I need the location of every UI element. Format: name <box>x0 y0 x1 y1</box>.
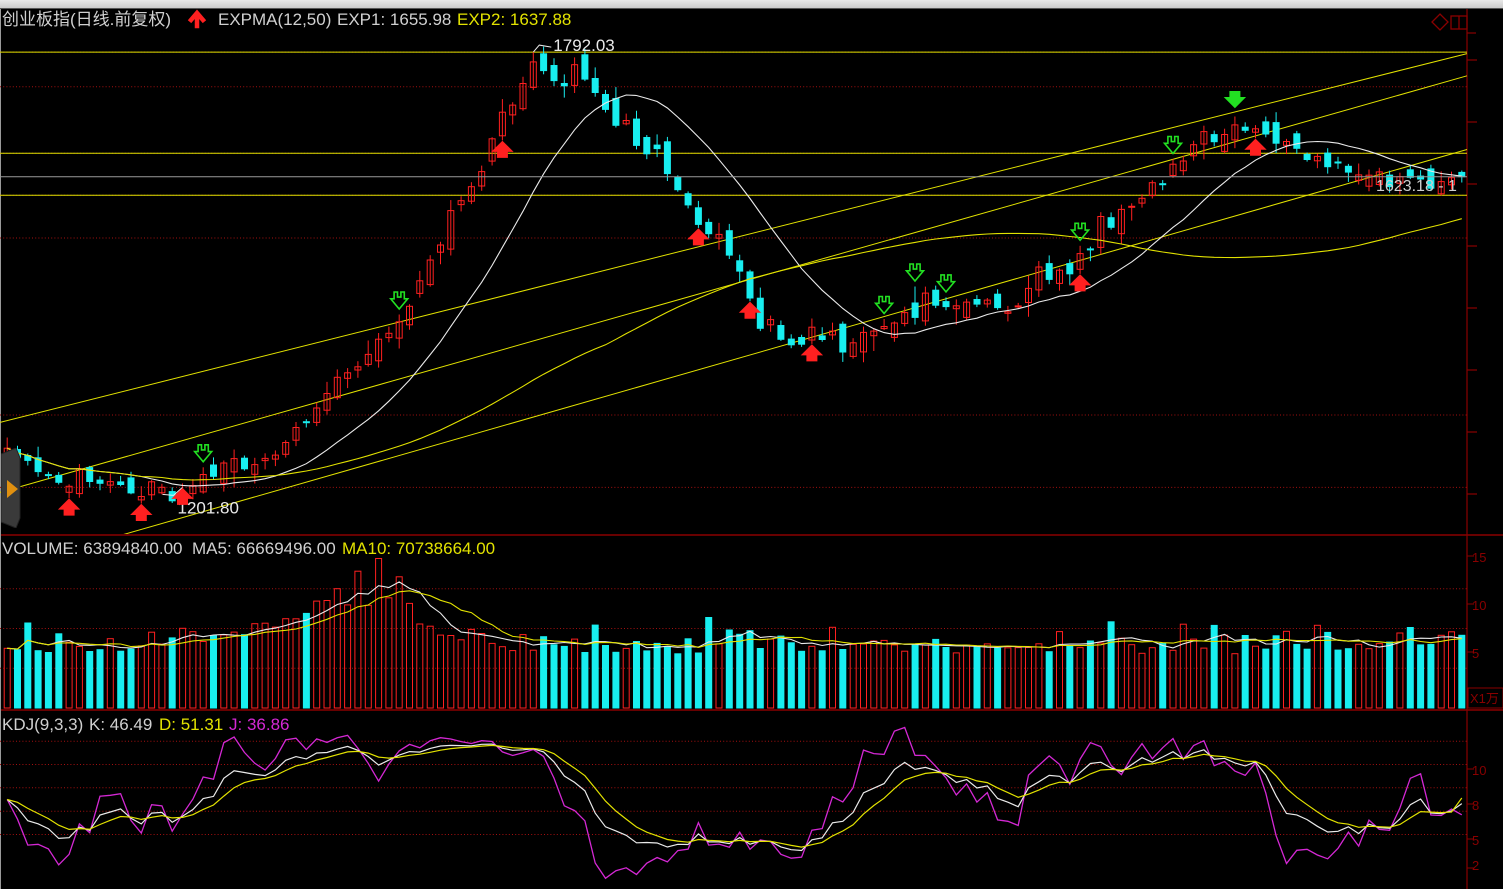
svg-text:创业板指(日线.前复权): 创业板指(日线.前复权) <box>2 10 171 29</box>
svg-text:10: 10 <box>1472 763 1486 778</box>
svg-text:EXPMA(12,50): EXPMA(12,50) <box>218 10 331 29</box>
svg-text:K: 46.49: K: 46.49 <box>89 715 152 734</box>
svg-text:15: 15 <box>1472 550 1486 565</box>
svg-text:VOLUME: 63894840.00: VOLUME: 63894840.00 <box>2 539 183 558</box>
svg-text:EXP2: 1637.88: EXP2: 1637.88 <box>457 10 571 29</box>
svg-text:D: 51.31: D: 51.31 <box>159 715 223 734</box>
svg-text:1623.18 - 1: 1623.18 - 1 <box>1376 178 1457 195</box>
svg-text:1792.03: 1792.03 <box>553 36 614 55</box>
svg-text:MA10: 70738664.00: MA10: 70738664.00 <box>342 539 495 558</box>
svg-text:5: 5 <box>1472 833 1479 848</box>
svg-text:MA5: 66669496.00: MA5: 66669496.00 <box>192 539 336 558</box>
svg-text:2: 2 <box>1472 858 1479 873</box>
svg-text:8: 8 <box>1472 798 1479 813</box>
svg-text:KDJ(9,3,3): KDJ(9,3,3) <box>2 715 83 734</box>
svg-text:X1万: X1万 <box>1470 691 1499 706</box>
svg-text:EXP1: 1655.98: EXP1: 1655.98 <box>337 10 451 29</box>
svg-text:10: 10 <box>1472 598 1486 613</box>
svg-text:J: 36.86: J: 36.86 <box>229 715 290 734</box>
svg-text:5: 5 <box>1472 646 1479 661</box>
